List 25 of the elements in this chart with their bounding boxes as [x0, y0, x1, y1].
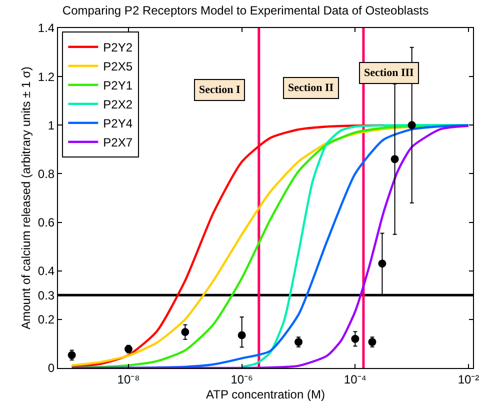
x-axis-title: ATP concentration (M) [206, 387, 325, 402]
y-tick-label: 0.6 [38, 215, 55, 230]
y-tick-label: 1 [48, 118, 55, 132]
annotation: Section II [288, 82, 334, 94]
legend-label: P2X2 [103, 98, 133, 112]
y-tick-label: 1.2 [38, 70, 55, 84]
legend-label: P2X5 [103, 60, 133, 74]
y-axis-title: Amount of calcium released (arbitrary units ± 1 σ) [19, 66, 34, 330]
annotation: Section I [199, 84, 240, 96]
legend-label: P2Y4 [103, 116, 133, 131]
chart-title: Comparing P2 Receptors Model to Experimental Data of Osteoblasts [62, 4, 429, 18]
legend-label: P2X7 [103, 136, 133, 150]
x-tick-label: 10⁻⁸ [117, 372, 140, 386]
y-tick-label: 0.4 [38, 264, 55, 278]
legend-label: P2Y2 [103, 40, 133, 55]
y-tick-label: 0.8 [38, 166, 55, 181]
x-tick-label: 10⁻⁴ [344, 372, 366, 386]
legend-label: P2Y1 [103, 78, 133, 93]
x-tick-label: 10⁻² [458, 372, 480, 386]
y-tick-label: 0.2 [38, 312, 55, 327]
y-tick-label: 0 [48, 361, 55, 376]
y-tick-label: 1.4 [38, 21, 55, 36]
y-tick-label: 0.3 [38, 288, 55, 302]
annotation: Section III [364, 67, 414, 79]
x-tick-label: 10⁻⁶ [230, 372, 254, 386]
